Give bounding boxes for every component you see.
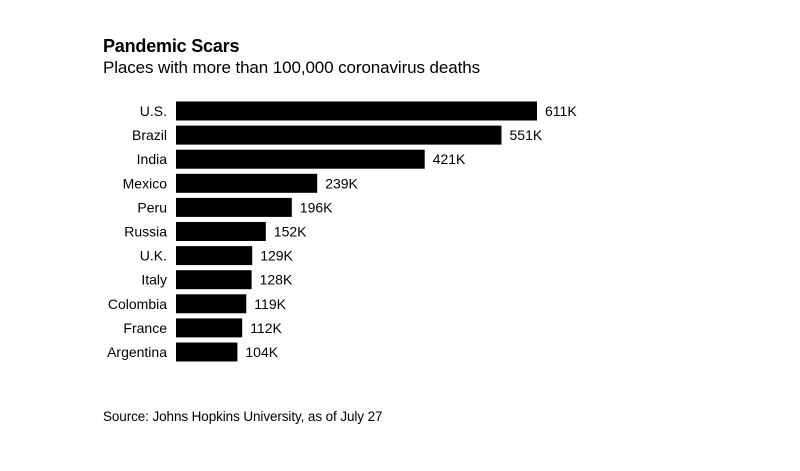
- bar-u-s: [176, 101, 537, 121]
- chart-source: Source: Johns Hopkins University, as of …: [103, 409, 383, 424]
- bar-group-peru: Peru 196K: [137, 197, 333, 217]
- category-label-u-k: U.K.: [140, 248, 167, 264]
- category-label-mexico: Mexico: [123, 175, 168, 191]
- category-label-russia: Russia: [124, 224, 167, 240]
- category-label-italy: Italy: [141, 272, 167, 288]
- bar-group-u-k: U.K. 129K: [140, 246, 294, 266]
- bar-argentina: [176, 342, 238, 362]
- value-label-peru: 196K: [300, 199, 333, 215]
- value-label-france: 112K: [250, 320, 282, 336]
- bar-group-mexico: Mexico 239K: [123, 173, 359, 193]
- bar-brazil: [176, 125, 502, 145]
- category-label-u-s: U.S.: [140, 103, 167, 119]
- value-label-brazil: 551K: [510, 127, 543, 143]
- bar-russia: [176, 222, 266, 241]
- bar-group-india: India 421K: [137, 149, 466, 169]
- bar-group-italy: Italy 128K: [141, 270, 293, 290]
- bar-peru: [176, 197, 292, 217]
- bar-u-k: [176, 246, 253, 266]
- value-label-india: 421K: [433, 151, 466, 167]
- bar-group-russia: Russia 152K: [124, 222, 307, 241]
- category-label-colombia: Colombia: [108, 296, 167, 312]
- value-label-mexico: 239K: [325, 175, 358, 191]
- bar-group-u-s: U.S. 611K: [140, 101, 577, 121]
- bar-group-argentina: Argentina 104K: [107, 342, 279, 362]
- value-label-argentina: 104K: [245, 344, 278, 360]
- bar-group-colombia: Colombia 119K: [108, 294, 287, 314]
- bar-india: [176, 149, 425, 169]
- value-label-russia: 152K: [274, 224, 307, 240]
- chart-title: Pandemic Scars: [103, 36, 240, 56]
- bar-group-brazil: Brazil 551K: [132, 125, 543, 145]
- category-label-france: France: [123, 320, 167, 336]
- value-label-colombia: 119K: [254, 296, 286, 312]
- value-label-italy: 128K: [260, 272, 293, 288]
- bar-mexico: [176, 173, 318, 193]
- bar-colombia: [176, 294, 247, 314]
- chart-subtitle: Places with more than 100,000 coronaviru…: [103, 58, 480, 77]
- bar-group-france: France 112K: [123, 318, 283, 338]
- category-label-peru: Peru: [137, 199, 167, 215]
- value-label-u-k: 129K: [260, 248, 293, 264]
- bar-italy: [176, 270, 252, 290]
- category-label-india: India: [137, 151, 168, 167]
- category-label-argentina: Argentina: [107, 344, 167, 360]
- bar-france: [176, 318, 243, 338]
- value-label-u-s: 611K: [545, 103, 577, 119]
- category-label-brazil: Brazil: [132, 127, 167, 143]
